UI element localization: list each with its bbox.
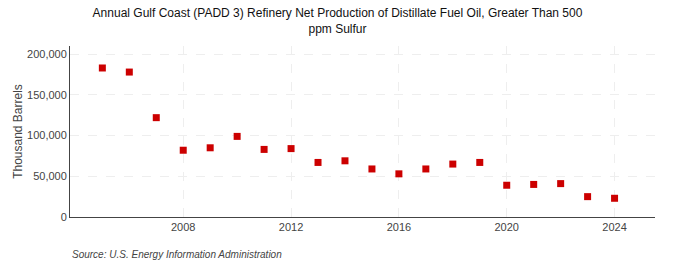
svg-text:150,000: 150,000 — [27, 89, 67, 101]
svg-text:Thousand Barrels: Thousand Barrels — [11, 84, 25, 179]
svg-text:2024: 2024 — [602, 221, 626, 233]
svg-text:Annual Gulf Coast (PADD 3) Ref: Annual Gulf Coast (PADD 3) Refinery Net … — [93, 6, 583, 36]
svg-text:2012: 2012 — [279, 221, 303, 233]
svg-text:2020: 2020 — [494, 221, 518, 233]
svg-text:50,000: 50,000 — [33, 170, 67, 182]
svg-text:2008: 2008 — [171, 221, 195, 233]
svg-text:Source: U.S. Energy Informatio: Source: U.S. Energy Information Administ… — [72, 249, 282, 260]
svg-text:2016: 2016 — [387, 221, 411, 233]
svg-text:100,000: 100,000 — [27, 129, 67, 141]
svg-text:200,000: 200,000 — [27, 48, 67, 60]
svg-text:0: 0 — [61, 211, 67, 223]
